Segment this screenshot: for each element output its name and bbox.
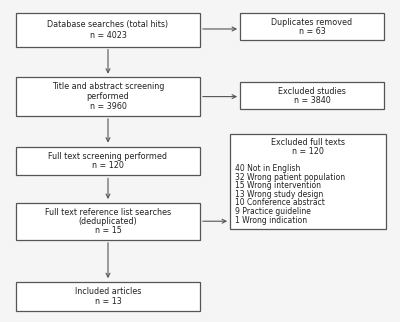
Text: n = 63: n = 63 [299,27,325,36]
Text: 32 Wrong patient population: 32 Wrong patient population [235,173,345,182]
Text: 13 Wrong study design: 13 Wrong study design [235,190,323,199]
Text: performed: performed [87,92,129,101]
FancyBboxPatch shape [230,134,386,229]
Text: n = 15: n = 15 [94,226,122,235]
FancyBboxPatch shape [16,13,200,47]
Text: Title and abstract screening: Title and abstract screening [52,82,164,91]
FancyBboxPatch shape [16,282,200,311]
Text: Database searches (total hits): Database searches (total hits) [48,20,168,29]
FancyBboxPatch shape [16,77,200,116]
Text: n = 4023: n = 4023 [90,31,126,40]
Text: Full text reference list searches: Full text reference list searches [45,208,171,217]
Text: (deduplicated): (deduplicated) [79,217,137,226]
FancyBboxPatch shape [16,147,200,175]
FancyBboxPatch shape [240,82,384,109]
Text: Duplicates removed: Duplicates removed [272,17,352,26]
FancyBboxPatch shape [16,203,200,240]
Text: 40 Not in English: 40 Not in English [235,164,300,173]
Text: Included articles: Included articles [75,287,141,296]
Text: Excluded studies: Excluded studies [278,87,346,96]
Text: n = 120: n = 120 [92,161,124,170]
Text: Full text screening performed: Full text screening performed [48,152,168,161]
Text: n = 120: n = 120 [292,147,324,156]
Text: Excluded full texts: Excluded full texts [271,138,345,147]
Text: n = 13: n = 13 [95,297,121,306]
Text: 10 Conference abstract: 10 Conference abstract [235,198,325,207]
FancyBboxPatch shape [240,13,384,40]
Text: n = 3840: n = 3840 [294,96,330,105]
Text: 9 Practice guideline: 9 Practice guideline [235,207,311,216]
Text: n = 3960: n = 3960 [90,102,126,111]
Text: 15 Wrong intervention: 15 Wrong intervention [235,181,321,190]
Text: 1 Wrong indication: 1 Wrong indication [235,215,307,224]
